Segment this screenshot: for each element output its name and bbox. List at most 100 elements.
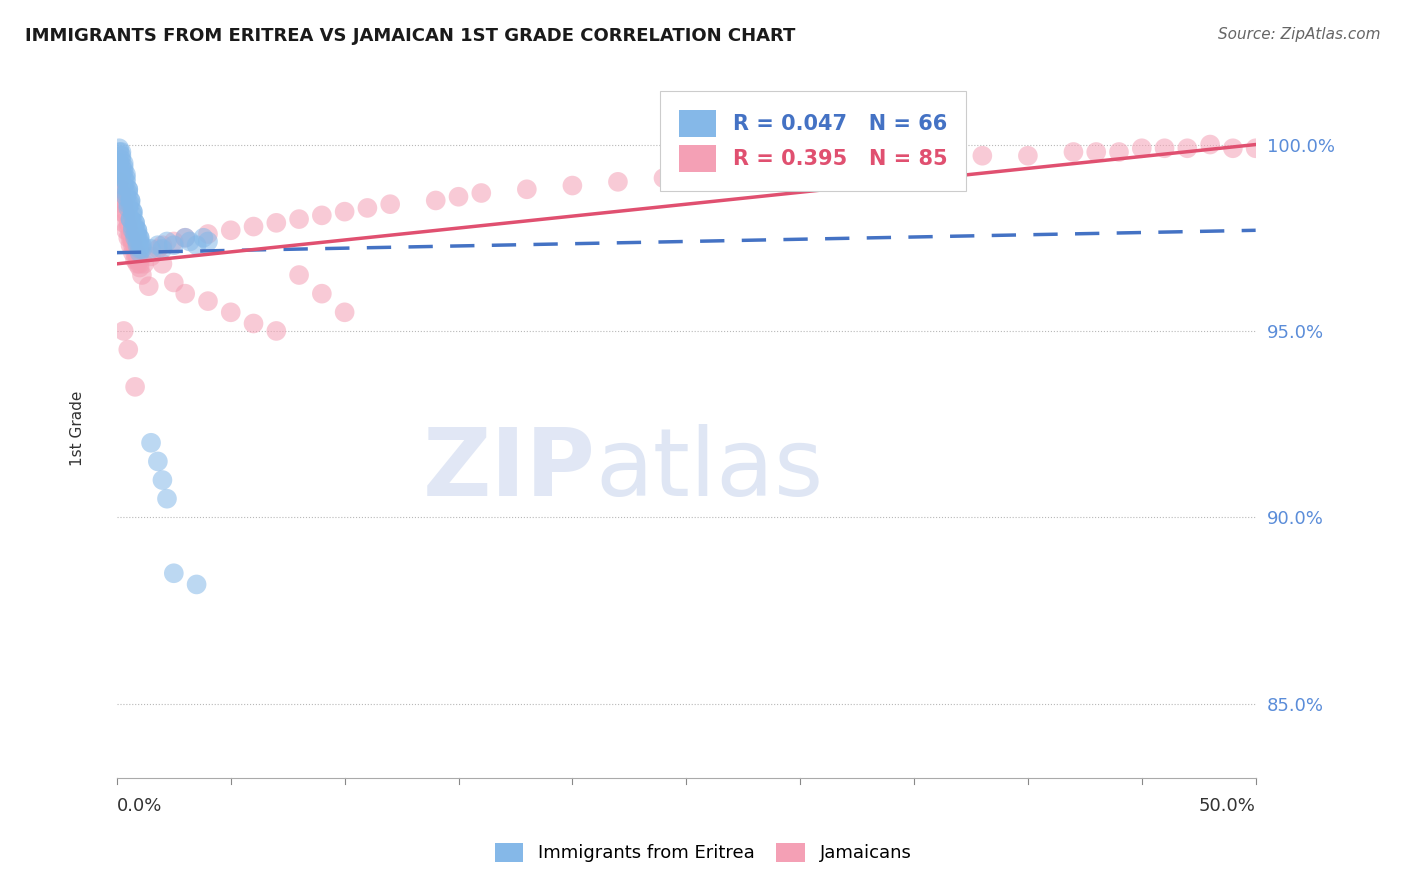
- Point: [127, 249, 149, 263]
- Point: [470, 186, 492, 200]
- Point: [127, 227, 149, 241]
- Point: [110, 186, 132, 200]
- Point: [127, 223, 149, 237]
- Point: [108, 156, 131, 170]
- Point: [1244, 141, 1267, 155]
- Point: [108, 175, 131, 189]
- Point: [128, 231, 150, 245]
- Point: [115, 171, 138, 186]
- Point: [789, 160, 811, 174]
- Point: [117, 216, 139, 230]
- Point: [652, 171, 675, 186]
- Point: [115, 204, 138, 219]
- Point: [197, 235, 219, 249]
- Text: 1st Grade: 1st Grade: [69, 390, 84, 466]
- Point: [834, 156, 856, 170]
- Point: [120, 194, 142, 208]
- Point: [124, 219, 146, 234]
- Point: [112, 324, 135, 338]
- Point: [117, 186, 139, 200]
- Point: [880, 156, 903, 170]
- Point: [356, 201, 378, 215]
- Point: [186, 577, 208, 591]
- Point: [128, 235, 150, 249]
- Point: [124, 227, 146, 241]
- Point: [146, 242, 169, 256]
- Point: [1199, 137, 1222, 152]
- Point: [110, 167, 132, 181]
- Point: [311, 286, 333, 301]
- Point: [1062, 145, 1084, 159]
- Point: [124, 380, 146, 394]
- Point: [121, 219, 143, 234]
- Point: [174, 231, 197, 245]
- Point: [156, 235, 179, 249]
- Point: [128, 257, 150, 271]
- Point: [146, 238, 169, 252]
- Point: [110, 160, 132, 174]
- Point: [131, 268, 153, 282]
- Point: [163, 566, 186, 581]
- Point: [131, 242, 153, 256]
- Point: [131, 238, 153, 252]
- Point: [163, 276, 186, 290]
- Point: [117, 231, 139, 245]
- Point: [288, 268, 311, 282]
- Point: [127, 253, 149, 268]
- Point: [903, 153, 925, 167]
- Point: [266, 324, 288, 338]
- Point: [925, 153, 948, 167]
- Point: [120, 231, 142, 245]
- Point: [117, 201, 139, 215]
- Point: [128, 245, 150, 260]
- Point: [127, 238, 149, 252]
- Point: [1153, 141, 1175, 155]
- Point: [607, 175, 630, 189]
- Point: [112, 194, 135, 208]
- Point: [108, 145, 131, 159]
- Point: [120, 238, 142, 252]
- Point: [1222, 141, 1244, 155]
- Point: [219, 223, 242, 237]
- Point: [744, 160, 766, 174]
- Point: [124, 245, 146, 260]
- Point: [1085, 145, 1108, 159]
- Point: [139, 242, 162, 256]
- Point: [242, 219, 264, 234]
- Point: [112, 160, 135, 174]
- Legend: Immigrants from Eritrea, Jamaicans: Immigrants from Eritrea, Jamaicans: [488, 836, 918, 870]
- Point: [152, 473, 174, 487]
- Text: ZIP: ZIP: [422, 424, 595, 516]
- Point: [124, 242, 146, 256]
- Point: [128, 253, 150, 268]
- Point: [110, 182, 132, 196]
- Point: [152, 238, 174, 252]
- Point: [146, 454, 169, 468]
- Point: [219, 305, 242, 319]
- Point: [156, 491, 179, 506]
- Point: [242, 317, 264, 331]
- Point: [139, 249, 162, 263]
- Point: [134, 257, 156, 271]
- Text: 50.0%: 50.0%: [1199, 797, 1256, 815]
- Point: [112, 156, 135, 170]
- Point: [380, 197, 402, 211]
- Point: [152, 257, 174, 271]
- Point: [447, 190, 470, 204]
- Point: [128, 242, 150, 256]
- Point: [124, 231, 146, 245]
- Point: [121, 245, 143, 260]
- Point: [174, 231, 197, 245]
- Point: [197, 227, 219, 241]
- Point: [288, 212, 311, 227]
- Point: [697, 163, 720, 178]
- Point: [1130, 141, 1153, 155]
- Point: [121, 223, 143, 237]
- Point: [117, 219, 139, 234]
- Point: [1017, 149, 1039, 163]
- Point: [115, 223, 138, 237]
- Point: [120, 212, 142, 227]
- Point: [179, 235, 201, 249]
- Point: [112, 216, 135, 230]
- Point: [110, 204, 132, 219]
